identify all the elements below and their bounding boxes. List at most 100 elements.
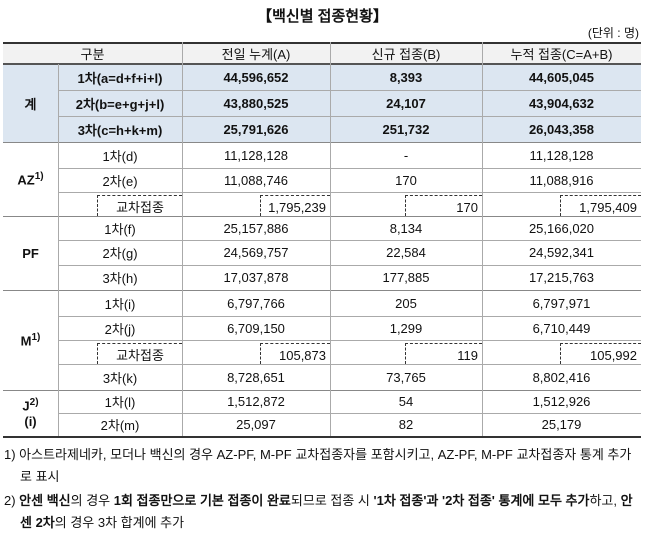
col-line xyxy=(58,64,59,436)
footnote-text: 하고, xyxy=(589,493,621,508)
row-label: 1차(a=d+f+i+l) xyxy=(77,70,163,86)
cell: 25,157,886 xyxy=(223,220,289,236)
cell: 11,088,916 xyxy=(529,172,594,188)
header-cell: 전일 누계(A) xyxy=(221,46,291,62)
bottom-border xyxy=(3,436,641,438)
group-name: M xyxy=(20,333,32,349)
row-line xyxy=(58,316,641,317)
header-cell: 구분 xyxy=(80,46,105,62)
group-line xyxy=(3,390,641,391)
row-label: 3차(k) xyxy=(102,370,138,386)
row-label: 1차(l) xyxy=(104,395,136,410)
title: 【백신별 접종현황】 xyxy=(257,8,388,25)
cross-label: 교차접종 xyxy=(97,343,182,364)
cell: 1,512,926 xyxy=(532,394,591,409)
cell: 44,605,045 xyxy=(528,69,595,85)
footnote-text: 2) xyxy=(4,493,20,508)
cell: 25,791,626 xyxy=(223,121,289,137)
col-line xyxy=(330,42,331,436)
group-label: J2) (i) xyxy=(3,390,58,436)
footnote-text: 1회 접종만으로 기본 접종이 완료 xyxy=(113,493,291,508)
top-border xyxy=(3,42,641,44)
cell: 17,037,878 xyxy=(223,270,289,285)
footnote: 1) 아스트라제네카, 모더나 백신의 경우 AZ-PF, M-PF 교차접종자… xyxy=(4,444,639,488)
group-label-line: J2) xyxy=(22,397,38,413)
group-label-line: AZ1) xyxy=(17,171,43,187)
row-label: 2차(e) xyxy=(102,173,138,189)
row-line xyxy=(58,116,641,117)
group-line xyxy=(3,216,641,217)
group-bg xyxy=(3,64,58,142)
row-bg xyxy=(3,90,641,116)
cross-cell: 1,795,409 xyxy=(560,195,641,216)
cell: 8,134 xyxy=(389,220,423,236)
cross-cell: 105,873 xyxy=(260,343,330,364)
row-line xyxy=(58,168,641,169)
cell: 54 xyxy=(398,394,414,409)
group-sup: 2) xyxy=(29,397,39,409)
cell: 82 xyxy=(398,417,414,432)
cell: 25,179 xyxy=(541,417,582,432)
row-line xyxy=(58,240,641,241)
group-label-line: M1) xyxy=(21,332,41,348)
row-line xyxy=(58,192,641,193)
group-label: 계 xyxy=(3,64,58,142)
cross-label: 교차접종 xyxy=(97,195,182,216)
cell: 11,128,128 xyxy=(223,147,289,163)
cell: 25,097 xyxy=(236,417,276,432)
row-label: 3차(c=h+k+m) xyxy=(77,122,163,138)
group-label-line: PF xyxy=(22,246,39,261)
group-name: AZ xyxy=(17,172,35,188)
cross-cell: 1,795,239 xyxy=(260,195,330,216)
footnote-text: 되므로 접종 시 xyxy=(290,493,374,508)
row-label: 2차(g) xyxy=(102,246,138,261)
cell: 43,880,525 xyxy=(223,95,289,111)
row-line xyxy=(58,265,641,266)
row-label: 2차(m) xyxy=(100,418,140,433)
row-label: 2차(b=e+g+j+l) xyxy=(75,96,165,112)
col-line xyxy=(182,42,183,436)
row-label: 1차(d) xyxy=(102,148,138,164)
cell: 177,885 xyxy=(382,270,430,285)
row-label: 3차(h) xyxy=(102,271,138,286)
group-label-line: 계 xyxy=(25,94,37,113)
cell: 17,215,763 xyxy=(528,270,595,285)
footnote-text: '1차 접종'과 '2차 접종' 통계에 모두 추가 xyxy=(373,493,590,508)
row-label: 1차(i) xyxy=(104,296,136,312)
cell: - xyxy=(403,147,409,163)
cell: 205 xyxy=(395,295,417,311)
cross-cell: 170 xyxy=(405,195,482,216)
group-line xyxy=(3,290,641,291)
cell: 6,797,971 xyxy=(532,295,591,311)
cell: 43,904,632 xyxy=(528,95,595,111)
footnote-text: 안센 백신 xyxy=(19,493,71,508)
header-border xyxy=(3,63,641,65)
row-line xyxy=(58,364,641,365)
footnote-text: 1) 아스트라제네카, 모더나 백신의 경우 AZ-PF, M-PF 교차접종자… xyxy=(4,447,632,484)
group-sup: 1) xyxy=(34,170,44,182)
row-bg xyxy=(3,64,641,90)
header-cell: 신규 접종(B) xyxy=(371,46,441,62)
row-line xyxy=(58,413,641,414)
header-cell: 누적 접종(C=A+B) xyxy=(510,46,613,62)
group-label: PF xyxy=(3,216,58,290)
cross-cell: 105,992 xyxy=(560,343,641,364)
footnote-text: 안센 2차 xyxy=(20,493,633,530)
cell: 44,596,652 xyxy=(223,69,289,85)
cell: 22,584 xyxy=(386,245,426,260)
row-line xyxy=(58,90,641,91)
header-bg xyxy=(3,42,641,64)
row-label: 2차(j) xyxy=(104,321,136,337)
group-line xyxy=(3,142,641,143)
cell: 8,728,651 xyxy=(227,369,285,385)
cell: 24,569,757 xyxy=(223,245,289,260)
col-line xyxy=(482,42,483,436)
group-label: AZ1) xyxy=(3,142,58,216)
cell: 251,732 xyxy=(382,121,430,137)
cell: 1,512,872 xyxy=(227,394,285,409)
footnote: 2) 안센 백신의 경우 1회 접종만으로 기본 접종이 완료되므로 접종 시 … xyxy=(4,490,639,534)
group-name: J xyxy=(22,398,30,414)
row-label: 1차(f) xyxy=(104,221,136,237)
cell: 11,128,128 xyxy=(529,147,594,163)
